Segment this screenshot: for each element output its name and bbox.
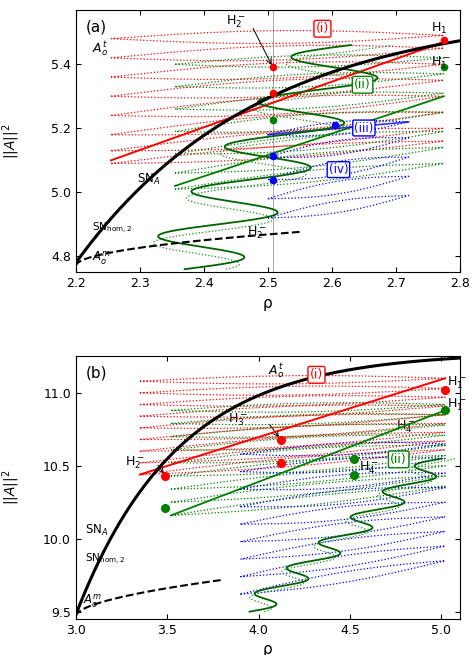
Text: (i): (i) xyxy=(310,368,323,381)
Text: $\mathrm{H}_1^-$: $\mathrm{H}_1^-$ xyxy=(447,396,466,413)
Text: (iv): (iv) xyxy=(328,163,348,176)
Text: $\mathrm{SN}_{\mathrm{hom,2}}$: $\mathrm{SN}_{\mathrm{hom,2}}$ xyxy=(85,552,125,567)
Text: $A_o^t$: $A_o^t$ xyxy=(268,362,284,381)
Text: $A_o^t$: $A_o^t$ xyxy=(92,40,108,59)
Text: $\mathrm{H}_4^-$: $\mathrm{H}_4^-$ xyxy=(396,419,415,435)
Text: $\mathrm{H}_3^-$: $\mathrm{H}_3^-$ xyxy=(228,411,247,428)
Text: $\mathrm{H}_1^-$: $\mathrm{H}_1^-$ xyxy=(431,55,451,71)
Text: (a): (a) xyxy=(85,19,107,34)
Text: $\mathrm{H}_1^-$: $\mathrm{H}_1^-$ xyxy=(447,375,466,391)
X-axis label: ρ: ρ xyxy=(263,643,273,655)
Text: $\mathrm{SN}_A$: $\mathrm{SN}_A$ xyxy=(85,523,109,538)
Text: $\mathrm{H}_1$: $\mathrm{H}_1$ xyxy=(431,21,447,36)
Text: (b): (b) xyxy=(85,365,107,381)
Text: $\mathrm{H}_2^-$: $\mathrm{H}_2^-$ xyxy=(226,13,246,29)
Text: $\mathrm{SN}_{\mathrm{hom,2}}$: $\mathrm{SN}_{\mathrm{hom,2}}$ xyxy=(92,221,132,236)
Text: $\mathrm{H}_4^-$: $\mathrm{H}_4^-$ xyxy=(359,459,379,476)
Text: (iii): (iii) xyxy=(354,121,374,134)
Text: $\mathrm{H}_2^-$: $\mathrm{H}_2^-$ xyxy=(247,225,267,241)
Text: (ii): (ii) xyxy=(354,79,371,91)
Text: (ii): (ii) xyxy=(390,453,407,466)
X-axis label: ρ: ρ xyxy=(263,296,273,311)
Text: $A_o^m$: $A_o^m$ xyxy=(92,250,111,267)
Y-axis label: $||A||^2$: $||A||^2$ xyxy=(0,470,22,506)
Text: $\mathrm{H}_2^-$: $\mathrm{H}_2^-$ xyxy=(125,455,145,472)
Text: $A_o^m$: $A_o^m$ xyxy=(83,593,102,610)
Text: (i): (i) xyxy=(316,22,329,35)
Text: $\mathrm{SN}_A$: $\mathrm{SN}_A$ xyxy=(137,172,160,187)
Y-axis label: $||A||^2$: $||A||^2$ xyxy=(0,123,22,159)
